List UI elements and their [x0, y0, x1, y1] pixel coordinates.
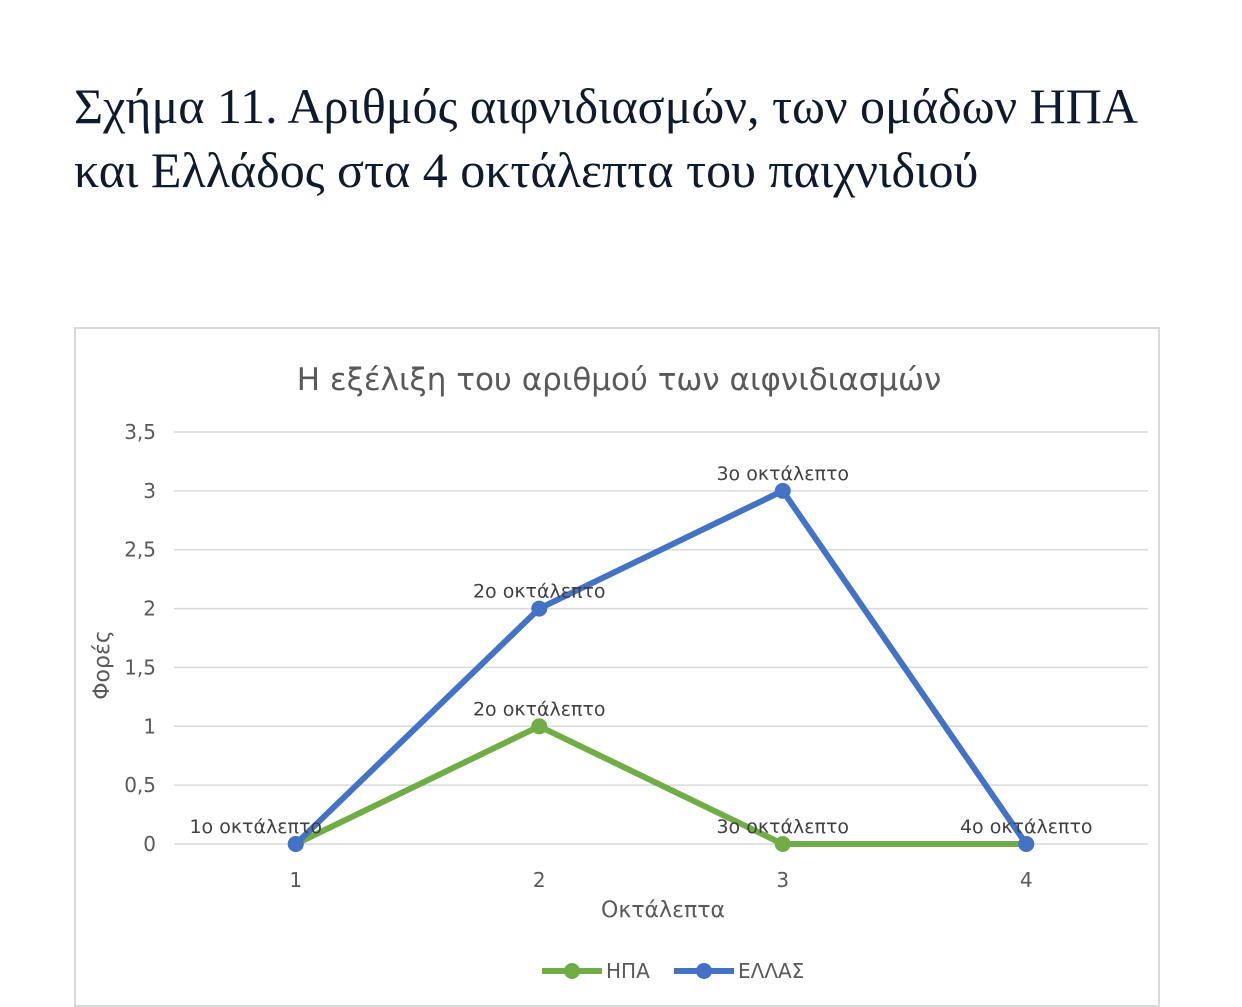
y-axis-ticks: 0 0,5 1 1,5 2 2,5 3 3,5	[124, 420, 156, 856]
y-axis-label: Φορές	[90, 630, 115, 700]
x-tick-label: 3	[776, 868, 789, 892]
y-tick-label: 2	[143, 597, 156, 621]
figure-caption: Σχήμα 11. Αριθμός αιφνιδιασμών, των ομάδ…	[74, 78, 1136, 198]
series-line-greece	[292, 487, 1030, 847]
data-label: 4ο οκτάλεπτο	[960, 816, 1093, 838]
line-chart: Η εξέλιξη του αριθμού των αιφνιδιασμών 0…	[90, 362, 1148, 983]
chart-container: Η εξέλιξη του αριθμού των αιφνιδιασμών 0…	[74, 327, 1160, 1007]
y-tick-label: 0	[143, 832, 156, 856]
x-tick-label: 2	[533, 868, 546, 892]
series	[287, 482, 1035, 852]
data-label: 2ο οκτάλεπτο	[473, 581, 606, 603]
data-point-greece	[774, 482, 791, 499]
data-label: 3ο οκτάλεπτο	[716, 816, 849, 838]
legend-label-greece: ΕΛΛΑΣ	[738, 959, 804, 983]
data-label: 2ο οκτάλεπτο	[473, 698, 606, 720]
data-point-usa	[531, 718, 548, 735]
data-labels: 2ο οκτάλεπτο 3ο οκτάλεπτο 1ο οκτάλεπτο 2ο ο…	[189, 463, 1092, 838]
data-point-greece	[1018, 836, 1035, 852]
y-tick-label: 1	[143, 714, 156, 738]
series-line-usa	[292, 723, 1030, 847]
legend-marker-greece	[696, 963, 712, 979]
legend: ΗΠΑ ΕΛΛΑΣ	[542, 959, 804, 983]
data-point-greece	[531, 600, 548, 617]
y-tick-label: 3,5	[124, 420, 156, 444]
y-tick-label: 2,5	[124, 538, 156, 562]
y-tick-label: 3	[143, 479, 156, 503]
x-axis-ticks: 1 2 3 4	[289, 868, 1032, 892]
data-point-greece	[287, 836, 304, 852]
legend-marker-usa	[564, 963, 580, 979]
x-axis-label: Οκτάλεπτα	[601, 898, 725, 923]
y-tick-label: 0,5	[124, 773, 156, 797]
chart-title: Η εξέλιξη του αριθμού των αιφνιδιασμών	[297, 362, 942, 398]
data-label: 3ο οκτάλεπτο	[716, 463, 849, 485]
y-tick-label: 1,5	[124, 655, 156, 679]
data-label: 1ο οκτάλεπτο	[189, 816, 322, 838]
x-tick-label: 1	[289, 868, 302, 892]
legend-label-usa: ΗΠΑ	[606, 959, 650, 983]
data-point-usa	[774, 836, 791, 852]
x-tick-label: 4	[1020, 868, 1033, 892]
